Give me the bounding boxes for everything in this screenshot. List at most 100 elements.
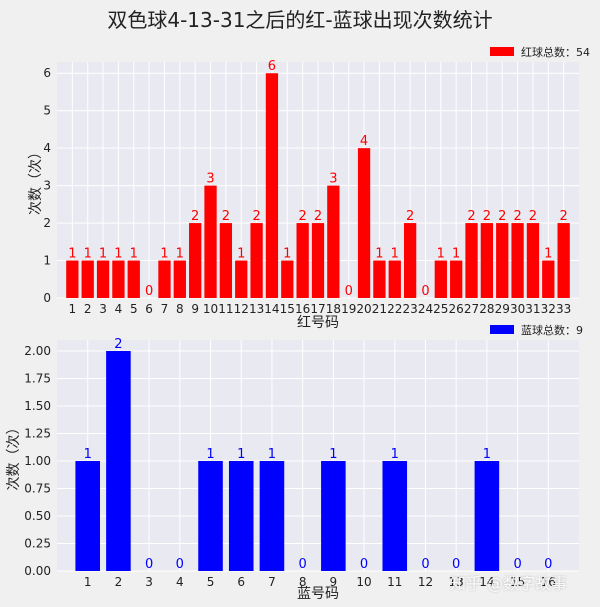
x-tick-label: 25	[433, 302, 448, 316]
bar	[106, 351, 131, 571]
bar	[511, 223, 524, 298]
data-label: 1	[99, 247, 107, 262]
x-tick-label: 27	[464, 302, 479, 316]
data-label: 1	[237, 247, 245, 262]
data-label: 0	[145, 557, 153, 572]
bar	[496, 223, 509, 298]
bar	[112, 260, 125, 298]
red-ball-chart: 0123456111213141506171829310211112213614…	[28, 45, 590, 331]
x-tick-label: 20	[356, 302, 371, 316]
data-label: 0	[421, 284, 429, 299]
data-label: 1	[375, 247, 383, 262]
x-axis-label: 蓝号码	[297, 586, 339, 602]
legend-label: 蓝球总数：9	[521, 323, 583, 337]
data-label: 0	[513, 557, 521, 572]
x-tick-label: 24	[418, 302, 433, 316]
y-tick-label: 3	[43, 179, 51, 193]
bar	[235, 260, 248, 298]
data-label: 1	[283, 247, 291, 262]
y-tick-label: 0.75	[24, 482, 51, 496]
bar	[388, 260, 401, 298]
data-label: 1	[206, 447, 214, 462]
y-tick-label: 4	[43, 141, 51, 155]
data-label: 0	[544, 557, 552, 572]
x-tick-label: 29	[495, 302, 510, 316]
x-tick-label: 21	[372, 302, 387, 316]
x-tick-label: 3	[99, 302, 107, 316]
blue-ball-chart: 0.000.250.500.751.001.251.501.752.001122…	[6, 323, 583, 602]
x-tick-label: 32	[541, 302, 556, 316]
legend-swatch	[490, 47, 514, 56]
data-label: 2	[114, 337, 122, 352]
x-tick-label: 7	[268, 575, 276, 589]
y-tick-label: 2.00	[24, 344, 51, 358]
data-label: 1	[329, 447, 337, 462]
bar	[189, 223, 202, 298]
bar	[250, 223, 263, 298]
y-axis-label: 次数（次）	[28, 145, 44, 215]
data-label: 6	[268, 59, 276, 74]
bar	[450, 260, 463, 298]
bar	[526, 223, 540, 298]
x-tick-label: 6	[145, 302, 153, 316]
y-tick-label: 0.00	[24, 564, 51, 578]
x-tick-label: 3	[145, 575, 153, 589]
x-tick-label: 7	[161, 302, 169, 316]
data-label: 1	[437, 247, 445, 262]
data-label: 2	[467, 209, 475, 224]
bar	[434, 260, 447, 298]
x-tick-label: 13	[249, 302, 264, 316]
data-label: 0	[176, 557, 184, 572]
data-label: 2	[314, 209, 322, 224]
bar	[265, 73, 279, 298]
x-tick-label: 2	[115, 575, 123, 589]
data-label: 1	[483, 447, 491, 462]
x-tick-label: 28	[479, 302, 494, 316]
y-axis-label: 次数（次）	[6, 421, 22, 491]
x-tick-label: 17	[310, 302, 325, 316]
bar	[321, 461, 346, 571]
bar	[373, 260, 386, 298]
data-label: 2	[529, 209, 537, 224]
data-label: 0	[452, 557, 460, 572]
x-tick-label: 4	[176, 575, 184, 589]
x-tick-label: 1	[84, 575, 92, 589]
bar	[219, 223, 233, 298]
x-tick-label: 11	[387, 575, 402, 589]
x-tick-label: 8	[299, 575, 307, 589]
y-tick-label: 0.50	[24, 509, 51, 523]
y-tick-label: 0	[43, 291, 51, 305]
y-tick-label: 2	[43, 216, 51, 230]
data-label: 3	[206, 172, 214, 187]
x-tick-label: 30	[510, 302, 525, 316]
y-tick-label: 1.25	[24, 427, 51, 441]
x-tick-label: 23	[402, 302, 417, 316]
data-label: 4	[360, 134, 368, 149]
y-tick-label: 1.00	[24, 454, 51, 468]
legend-swatch	[490, 325, 514, 334]
x-tick-label: 15	[280, 302, 295, 316]
data-label: 1	[68, 247, 76, 262]
x-tick-label: 5	[207, 575, 215, 589]
bar	[557, 223, 570, 298]
data-label: 1	[452, 247, 460, 262]
x-tick-label: 26	[449, 302, 464, 316]
y-tick-label: 6	[43, 66, 51, 80]
plot-area	[57, 340, 579, 571]
data-label: 0	[345, 284, 353, 299]
bar	[75, 461, 100, 571]
x-tick-label: 12	[418, 575, 433, 589]
data-label: 1	[391, 447, 399, 462]
data-label: 0	[299, 557, 307, 572]
x-tick-label: 19	[341, 302, 356, 316]
data-label: 2	[498, 209, 506, 224]
x-tick-label: 16	[295, 302, 310, 316]
y-tick-label: 1.50	[24, 399, 51, 413]
data-label: 2	[406, 209, 414, 224]
data-label: 2	[191, 209, 199, 224]
bar	[158, 260, 171, 298]
x-tick-label: 12	[234, 302, 249, 316]
bar	[357, 148, 371, 298]
data-label: 1	[130, 247, 138, 262]
data-label: 2	[299, 209, 307, 224]
